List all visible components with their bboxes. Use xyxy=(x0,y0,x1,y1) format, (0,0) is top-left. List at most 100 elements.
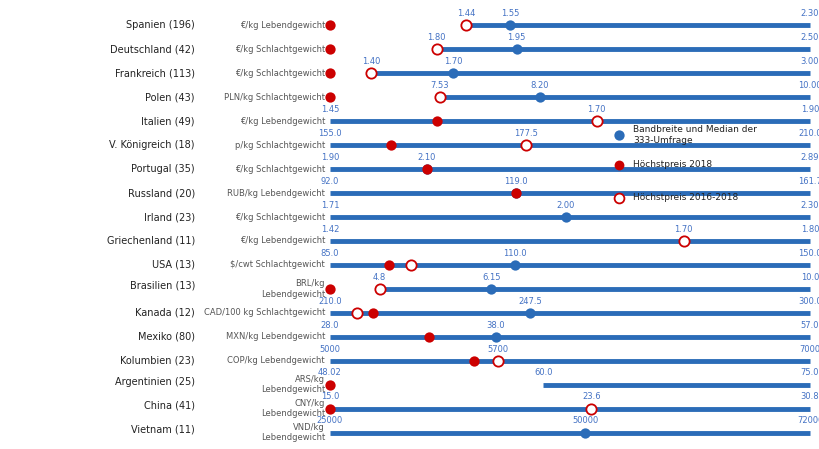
Text: Höchstpreis 2016-2018: Höchstpreis 2016-2018 xyxy=(632,193,737,202)
Point xyxy=(676,238,690,245)
Text: 119.0: 119.0 xyxy=(504,177,527,186)
Text: 2.00: 2.00 xyxy=(556,201,574,210)
Point xyxy=(405,261,418,269)
Text: 48.02: 48.02 xyxy=(318,369,342,378)
Text: 1.71: 1.71 xyxy=(320,201,339,210)
Text: VND/kg
Lebendgewicht: VND/kg Lebendgewicht xyxy=(260,423,324,442)
Text: 5000: 5000 xyxy=(319,344,340,353)
Text: €/kg Schlachtgewicht: €/kg Schlachtgewicht xyxy=(234,45,324,54)
Point xyxy=(459,22,472,29)
Text: €/kg Lebendgewicht: €/kg Lebendgewicht xyxy=(239,21,324,30)
Text: 10.00: 10.00 xyxy=(797,81,819,90)
Text: Kolumbien (23): Kolumbien (23) xyxy=(120,356,195,365)
Text: 50000: 50000 xyxy=(572,416,598,425)
Text: 25000: 25000 xyxy=(316,416,342,425)
Text: 150.0: 150.0 xyxy=(797,249,819,258)
Text: Argentinien (25): Argentinien (25) xyxy=(115,377,195,387)
Text: 1.44: 1.44 xyxy=(456,9,474,18)
Text: Frankreich (113): Frankreich (113) xyxy=(115,68,195,78)
Point xyxy=(420,166,433,173)
Point xyxy=(430,46,443,53)
Point xyxy=(430,118,443,125)
Text: 1.70: 1.70 xyxy=(444,57,462,66)
Text: 2.50: 2.50 xyxy=(800,33,818,42)
Text: BRL/kg
Lebendgewicht: BRL/kg Lebendgewicht xyxy=(260,279,324,299)
Text: 2.10: 2.10 xyxy=(417,153,436,162)
Text: 7.53: 7.53 xyxy=(430,81,448,90)
Text: 38.0: 38.0 xyxy=(486,321,505,330)
Point xyxy=(323,46,336,53)
Text: 1.90: 1.90 xyxy=(320,153,339,162)
Point xyxy=(612,161,625,168)
Text: 1.70: 1.70 xyxy=(673,225,692,234)
Point xyxy=(491,357,504,364)
Point xyxy=(491,357,504,364)
Point xyxy=(420,166,433,173)
Text: RUB/kg Lebendgewicht: RUB/kg Lebendgewicht xyxy=(227,189,324,198)
Text: 210.0: 210.0 xyxy=(797,129,819,138)
Text: €/kg Schlachtgewicht: €/kg Schlachtgewicht xyxy=(234,69,324,78)
Point xyxy=(373,285,386,292)
Text: p/kg Schlachtgewicht: p/kg Schlachtgewicht xyxy=(234,141,324,150)
Point xyxy=(423,333,436,340)
Text: Bandbreite und Median der
333-Umfrage: Bandbreite und Median der 333-Umfrage xyxy=(632,125,756,145)
Text: Polen (43): Polen (43) xyxy=(145,92,195,102)
Text: CAD/100 kg Schlachtgewicht: CAD/100 kg Schlachtgewicht xyxy=(203,308,324,317)
Text: 1.55: 1.55 xyxy=(500,9,518,18)
Text: 85.0: 85.0 xyxy=(320,249,339,258)
Point xyxy=(578,429,591,436)
Text: Russland (20): Russland (20) xyxy=(128,188,195,198)
Point xyxy=(446,70,459,77)
Point xyxy=(533,94,546,101)
Point xyxy=(384,141,397,149)
Text: ARS/kg
Lebendgewicht: ARS/kg Lebendgewicht xyxy=(260,375,324,394)
Text: 1.80: 1.80 xyxy=(427,33,446,42)
Text: 7000: 7000 xyxy=(799,344,819,353)
Point xyxy=(484,285,497,292)
Point xyxy=(508,261,521,269)
Point xyxy=(365,309,378,317)
Point xyxy=(432,94,446,101)
Text: Portugal (35): Portugal (35) xyxy=(131,164,195,174)
Text: 1.42: 1.42 xyxy=(320,225,339,234)
Text: €/kg Schlachtgewicht: €/kg Schlachtgewicht xyxy=(234,165,324,174)
Point xyxy=(590,118,603,125)
Text: China (41): China (41) xyxy=(144,401,195,411)
Point xyxy=(519,141,532,149)
Text: 161.7: 161.7 xyxy=(797,177,819,186)
Point xyxy=(323,381,336,388)
Text: CNY/kg
Lebendgewicht: CNY/kg Lebendgewicht xyxy=(260,399,324,418)
Text: Spanien (196): Spanien (196) xyxy=(126,21,195,31)
Point xyxy=(612,131,625,138)
Text: 210.0: 210.0 xyxy=(318,297,342,306)
Point xyxy=(488,333,501,340)
Text: Höchstpreis 2018: Höchstpreis 2018 xyxy=(632,160,712,169)
Text: 1.40: 1.40 xyxy=(361,57,380,66)
Text: 1.95: 1.95 xyxy=(507,33,525,42)
Text: €/kg Lebendgewicht: €/kg Lebendgewicht xyxy=(239,117,324,126)
Point xyxy=(509,46,523,53)
Text: 2.30: 2.30 xyxy=(800,9,818,18)
Text: MXN/kg Lebendgewicht: MXN/kg Lebendgewicht xyxy=(225,332,324,341)
Text: Italien (49): Italien (49) xyxy=(142,116,195,126)
Point xyxy=(676,238,690,245)
Point xyxy=(509,189,522,197)
Text: 23.6: 23.6 xyxy=(581,392,600,401)
Text: PLN/kg Schlachtgewicht: PLN/kg Schlachtgewicht xyxy=(224,93,324,102)
Text: Vietnam (11): Vietnam (11) xyxy=(131,425,195,435)
Text: 10.0: 10.0 xyxy=(800,273,818,282)
Text: 177.5: 177.5 xyxy=(514,129,537,138)
Text: 60.0: 60.0 xyxy=(533,369,552,378)
Text: 1.45: 1.45 xyxy=(320,105,339,114)
Text: 75.0: 75.0 xyxy=(800,369,818,378)
Point xyxy=(323,22,336,29)
Point xyxy=(323,405,336,412)
Point xyxy=(590,118,603,125)
Text: Deutschland (42): Deutschland (42) xyxy=(110,44,195,54)
Point xyxy=(350,309,363,317)
Text: Griechenland (11): Griechenland (11) xyxy=(106,236,195,246)
Point xyxy=(519,141,532,149)
Text: 92.0: 92.0 xyxy=(320,177,339,186)
Text: Irland (23): Irland (23) xyxy=(143,212,195,222)
Text: 57.0: 57.0 xyxy=(800,321,818,330)
